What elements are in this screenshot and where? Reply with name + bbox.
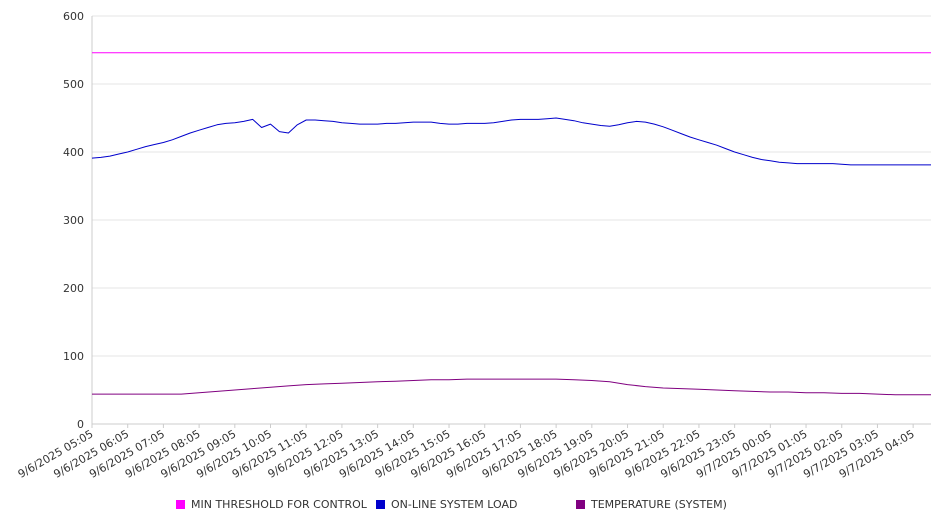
legend-swatch <box>376 500 385 509</box>
legend-label: MIN THRESHOLD FOR CONTROL <box>191 498 367 511</box>
y-tick-label: 500 <box>63 78 84 91</box>
legend-item-min-threshold[interactable]: MIN THRESHOLD FOR CONTROL <box>176 498 367 511</box>
legend-swatch <box>176 500 185 509</box>
y-tick-label: 300 <box>63 214 84 227</box>
legend-swatch <box>576 500 585 509</box>
legend-label: TEMPERATURE (SYSTEM) <box>591 498 727 511</box>
series-lines <box>91 52 931 396</box>
y-axis-ticks: 0 100 200 300 400 500 600 <box>63 10 84 431</box>
series-line-temperature-system <box>92 378 931 396</box>
axes <box>91 16 931 425</box>
legend: MIN THRESHOLD FOR CONTROL ON-LINE SYSTEM… <box>0 498 946 514</box>
legend-label: ON-LINE SYSTEM LOAD <box>391 498 518 511</box>
y-tick-label: 100 <box>63 350 84 363</box>
legend-item-system-load[interactable]: ON-LINE SYSTEM LOAD <box>376 498 517 511</box>
x-axis-ticks: 9/6/2025 05:059/6/2025 06:059/6/2025 07:… <box>16 424 917 481</box>
legend-item-temperature[interactable]: TEMPERATURE (SYSTEM) <box>576 498 727 511</box>
y-tick-label: 0 <box>77 418 84 431</box>
y-tick-label: 600 <box>63 10 84 23</box>
y-tick-label: 400 <box>63 146 84 159</box>
series-line-on-line-system-load <box>91 117 931 166</box>
y-tick-label: 200 <box>63 282 84 295</box>
grid-lines <box>92 15 931 357</box>
